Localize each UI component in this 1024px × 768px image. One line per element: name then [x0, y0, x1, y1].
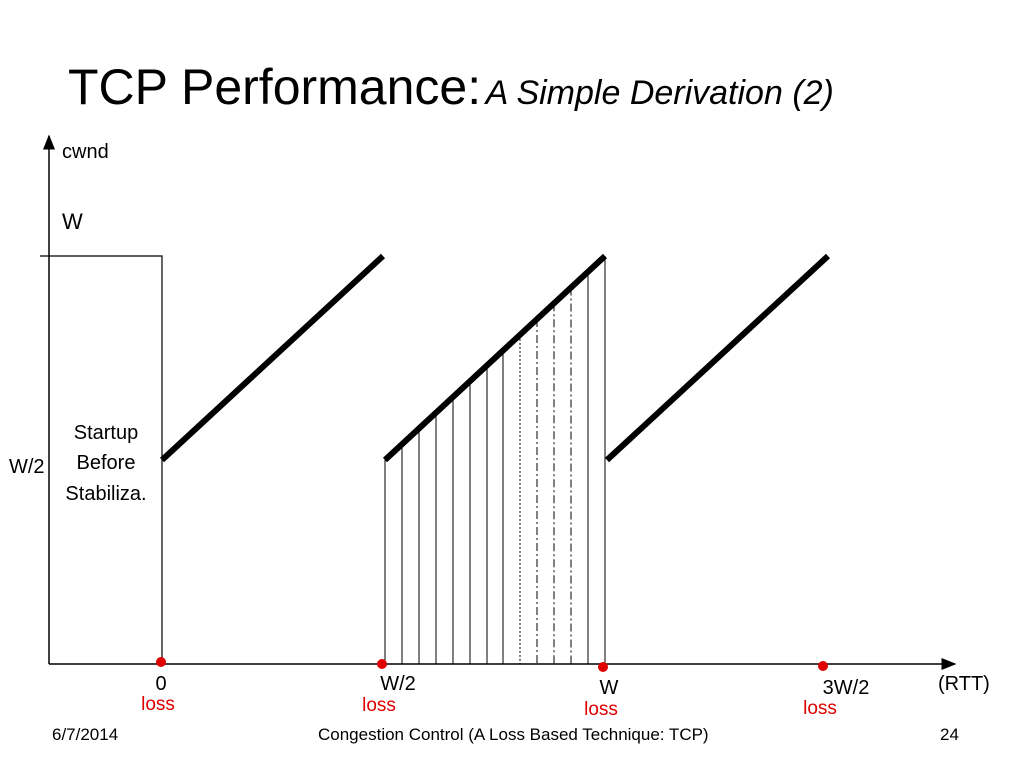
loss-label-4: loss — [803, 698, 837, 719]
x-tick-3half-w: 3W/2 — [823, 677, 870, 699]
loss-marker-2 — [377, 659, 387, 669]
x-tick-w: W — [600, 677, 619, 699]
startup-note-line-1: Startup — [74, 422, 138, 444]
footer-date: 6/7/2014 — [52, 725, 119, 744]
y-axis-label: cwnd — [62, 141, 109, 163]
level-w-label: W — [62, 209, 83, 234]
startup-note-line-2: Before — [77, 452, 136, 474]
x-tick-0: 0 — [155, 673, 166, 695]
loss-marker-3 — [598, 662, 608, 672]
sawtooth-segment-2 — [382, 253, 608, 463]
x-tick-half-w: W/2 — [380, 673, 416, 695]
title-main: TCP Performance: — [68, 59, 482, 115]
loss-label-2: loss — [362, 695, 396, 716]
slide-title: TCP Performance: A Simple Derivation (2) — [68, 62, 834, 112]
footer-page-number: 24 — [940, 725, 959, 744]
loss-label-3: loss — [584, 699, 618, 720]
startup-box — [40, 255, 163, 664]
loss-marker-4 — [818, 661, 828, 671]
footer-center: Congestion Control (A Loss Based Techniq… — [318, 725, 709, 744]
title-subtitle: A Simple Derivation (2) — [485, 74, 834, 112]
sawtooth-segment-3 — [604, 253, 831, 463]
loss-marker-1 — [156, 657, 166, 667]
loss-label-1: loss — [141, 694, 175, 715]
area-hatching — [384, 256, 606, 664]
level-half-w-label: W/2 — [9, 456, 45, 478]
sawtooth-segment-1 — [159, 253, 386, 463]
x-axis-unit: (RTT) — [938, 673, 990, 695]
startup-note-line-3: Stabiliza. — [65, 483, 146, 505]
